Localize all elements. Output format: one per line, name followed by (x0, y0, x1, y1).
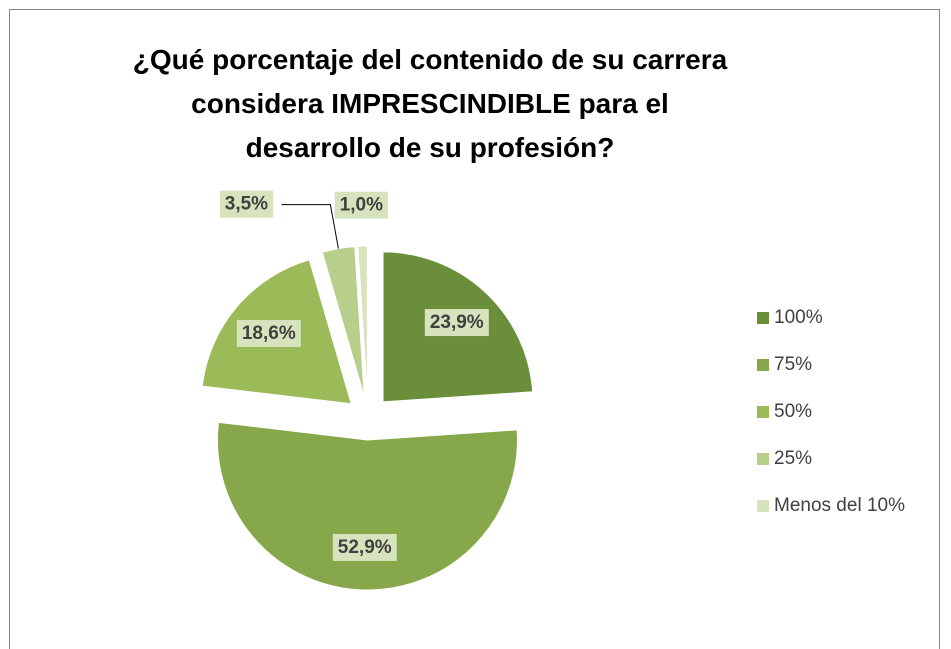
data-label-box (334, 191, 389, 219)
data-label-box (424, 309, 489, 337)
data-label: 23,9% (424, 309, 489, 337)
data-label-text: 1,0% (340, 195, 383, 216)
data-label-box (219, 190, 274, 218)
chart-title: ¿Qué porcentaje del contenido de su carr… (132, 44, 728, 163)
data-label: 18,6% (236, 319, 301, 347)
legend-swatch (757, 500, 769, 512)
legend-label: 50% (774, 401, 812, 422)
data-label: 3,5% (219, 190, 274, 218)
data-label: 1,0% (334, 191, 389, 219)
legend-swatch (757, 312, 769, 324)
chart-border (9, 9, 940, 649)
pie-slice (321, 246, 365, 397)
legend-label: 100% (774, 307, 823, 328)
legend-swatch (757, 406, 769, 418)
data-label-text: 18,6% (242, 323, 296, 344)
leader-line (281, 204, 339, 249)
legend-label: 25% (774, 448, 812, 469)
data-label-box (332, 533, 397, 561)
data-label-text: 23,9% (430, 312, 484, 333)
pie-slice (357, 245, 368, 397)
legend-swatch (757, 359, 769, 371)
legend-label: 75% (774, 354, 812, 375)
legend-label: Menos del 10% (774, 495, 905, 516)
legend-swatch (757, 453, 769, 465)
pie-slice (216, 421, 518, 591)
data-label-text: 52,9% (338, 537, 392, 558)
data-label: 52,9% (332, 533, 397, 561)
data-label-box (236, 319, 301, 347)
data-label-text: 3,5% (225, 194, 268, 215)
